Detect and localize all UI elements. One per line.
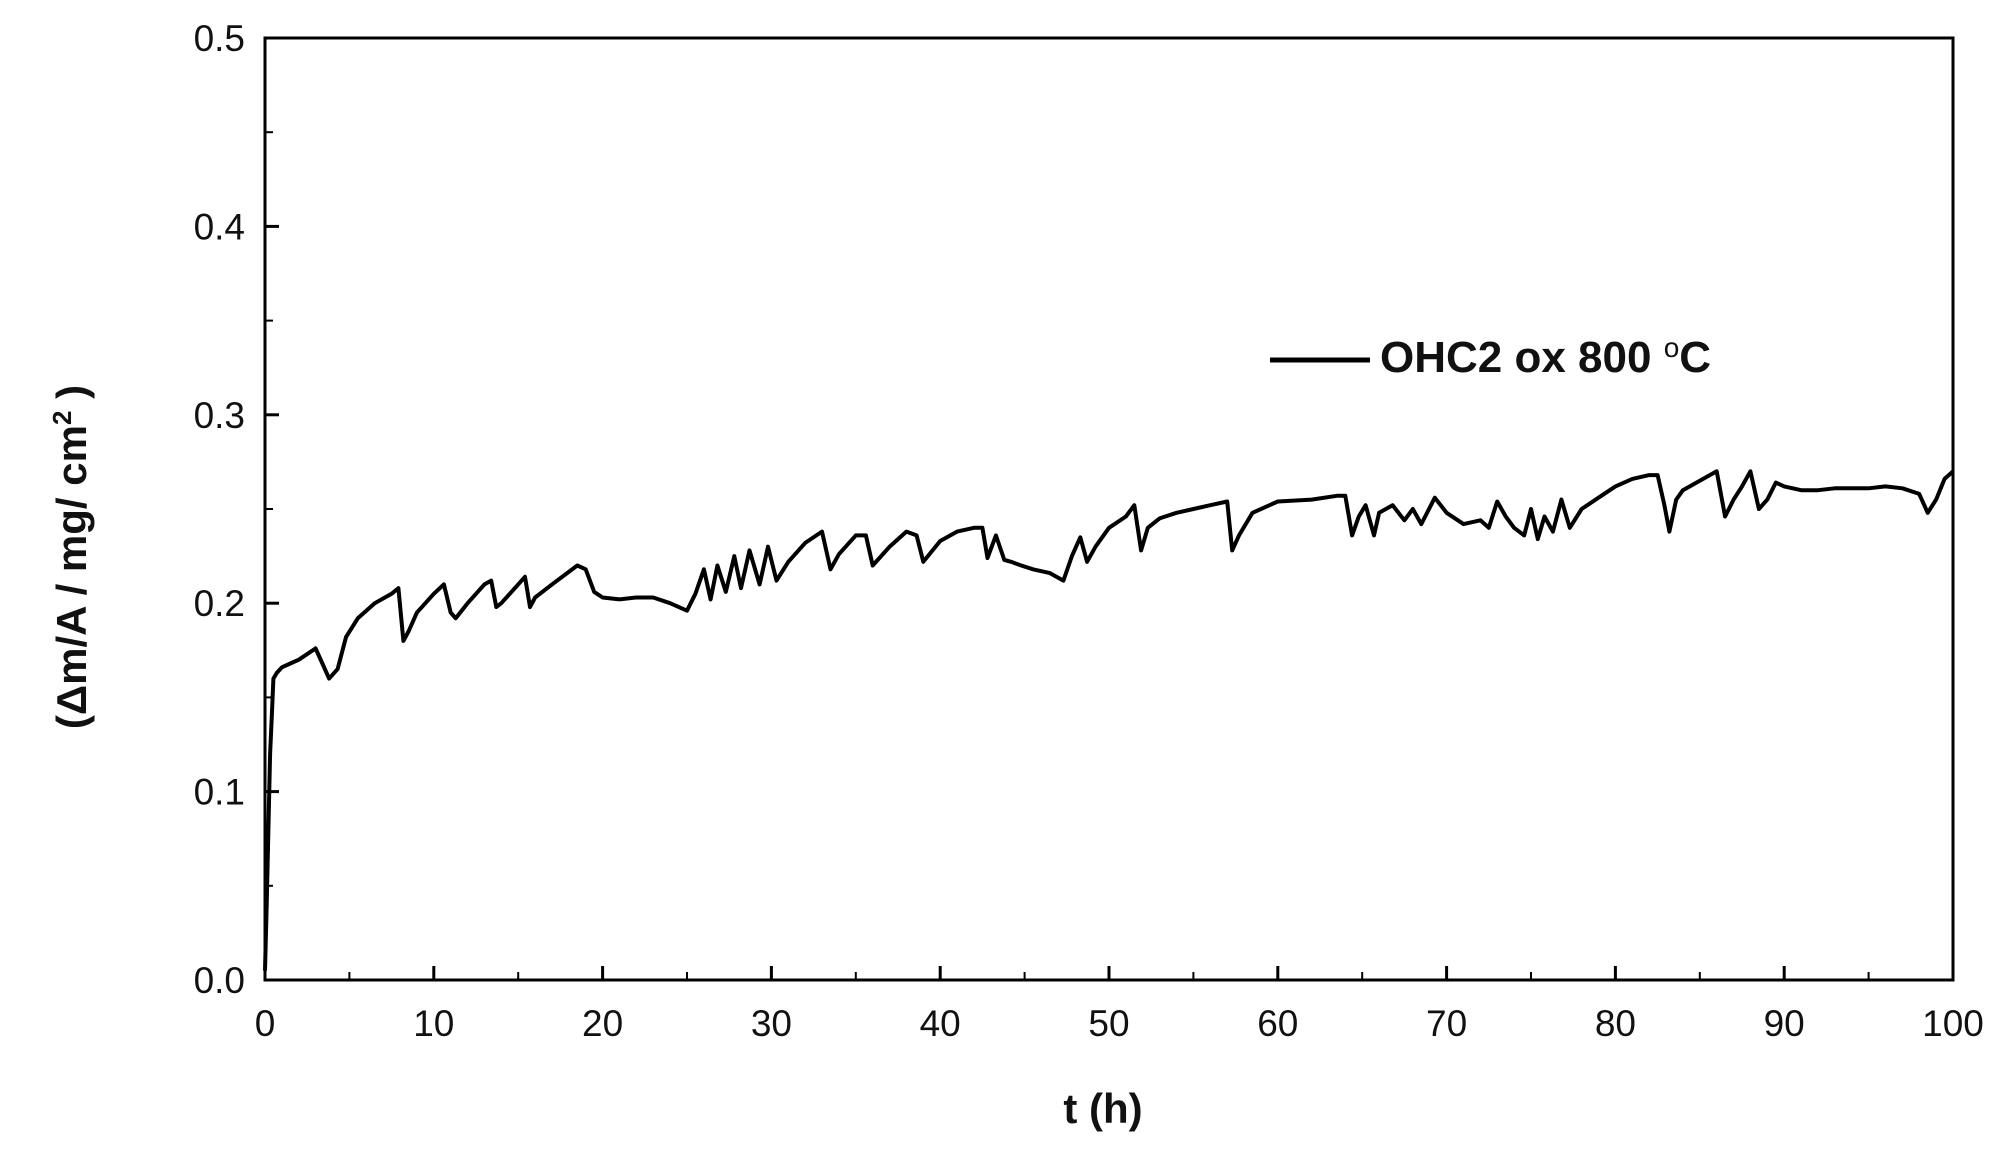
y-tick-label: 0.0 xyxy=(194,960,245,1001)
x-tick-label: 30 xyxy=(751,1003,792,1044)
y-axis-title: (Δm/A / mg/ cm2 ) xyxy=(47,385,95,729)
x-tick-label: 90 xyxy=(1764,1003,1805,1044)
x-tick-label: 40 xyxy=(920,1003,961,1044)
tick-labels: 0 10 20 30 40 50 60 70 80 90 100 0.0 0.1 0.2 0.3 0.4 0.5 xyxy=(194,18,1984,1044)
x-tick-label: 50 xyxy=(1088,1003,1129,1044)
x-tick-label: 0 xyxy=(255,1003,276,1044)
x-tick-label: 10 xyxy=(413,1003,454,1044)
x-tick-label: 60 xyxy=(1257,1003,1298,1044)
x-tick-label: 20 xyxy=(582,1003,623,1044)
x-tick-label: 70 xyxy=(1426,1003,1467,1044)
y-tick-label: 0.1 xyxy=(194,772,245,813)
y-tick-label: 0.4 xyxy=(194,206,245,247)
plot-area-frame xyxy=(263,36,1955,982)
y-tick-label: 0.5 xyxy=(194,18,245,59)
x-tick-label: 100 xyxy=(1922,1003,1984,1044)
y-tick-label: 0.3 xyxy=(194,395,245,436)
y-tick-label: 0.2 xyxy=(194,583,245,624)
legend: OHC2 ox 800 oC xyxy=(1270,332,1711,383)
x-axis-title: t (h) xyxy=(1063,1085,1142,1132)
series-line xyxy=(263,469,1955,971)
x-tick-label: 80 xyxy=(1595,1003,1636,1044)
legend-label: OHC2 ox 800 oC xyxy=(1380,332,1711,383)
